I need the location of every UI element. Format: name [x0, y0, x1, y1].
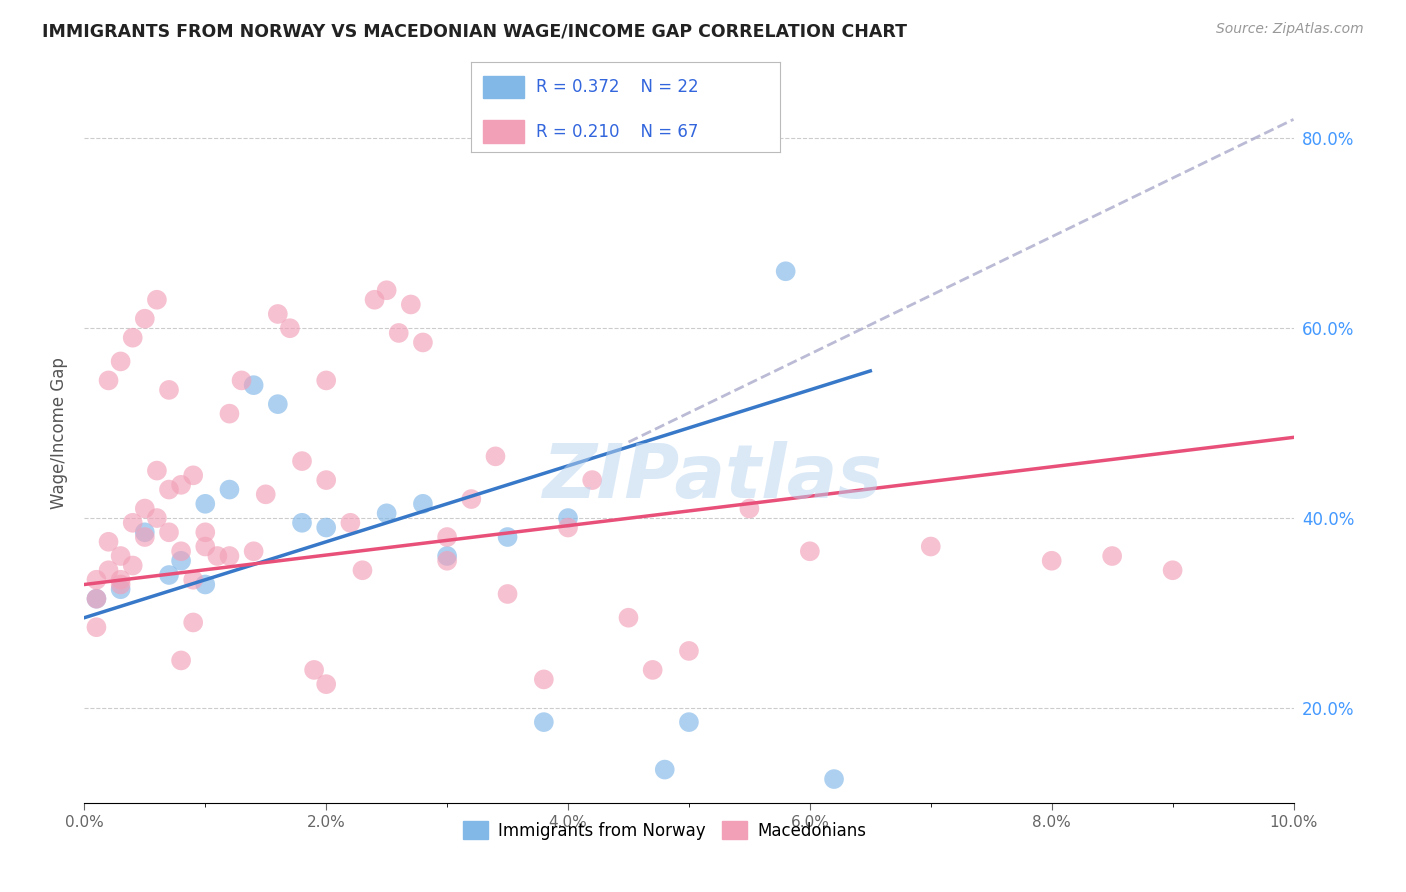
Point	[412, 497, 434, 511]
Point	[920, 540, 942, 554]
Point	[86, 591, 108, 606]
Text: IMMIGRANTS FROM NORWAY VS MACEDONIAN WAGE/INCOME GAP CORRELATION CHART: IMMIGRANTS FROM NORWAY VS MACEDONIAN WAG…	[42, 22, 907, 40]
Point	[460, 491, 482, 506]
Point	[146, 293, 169, 307]
Point	[194, 497, 217, 511]
Point	[291, 454, 314, 468]
Point	[557, 511, 579, 525]
Text: ZIPatlas: ZIPatlas	[543, 441, 883, 514]
Point	[134, 525, 156, 540]
Point	[315, 373, 337, 387]
Point	[399, 297, 422, 311]
Point	[207, 549, 229, 563]
Point	[181, 615, 204, 630]
Point	[278, 321, 301, 335]
Point	[121, 516, 143, 530]
Point	[352, 563, 374, 577]
Point	[86, 591, 108, 606]
Point	[194, 525, 217, 540]
Text: Source: ZipAtlas.com: Source: ZipAtlas.com	[1216, 22, 1364, 37]
Point	[170, 544, 193, 558]
Point	[1040, 554, 1063, 568]
Point	[157, 568, 180, 582]
Point	[110, 577, 132, 591]
Point	[315, 677, 337, 691]
Point	[170, 653, 193, 667]
Point	[375, 283, 398, 297]
Point	[436, 530, 458, 544]
Bar	[484, 76, 523, 98]
Point	[654, 763, 676, 777]
Point	[533, 673, 555, 687]
Point	[581, 473, 603, 487]
Point	[799, 544, 821, 558]
Point	[339, 516, 361, 530]
Point	[315, 473, 337, 487]
Point	[254, 487, 277, 501]
Point	[436, 549, 458, 563]
Legend: Immigrants from Norway, Macedonians: Immigrants from Norway, Macedonians	[457, 814, 873, 847]
Point	[146, 464, 169, 478]
Point	[181, 468, 204, 483]
Point	[641, 663, 664, 677]
Point	[218, 407, 240, 421]
Point	[110, 582, 132, 597]
Point	[97, 373, 120, 387]
Point	[1161, 563, 1184, 577]
Point	[157, 483, 180, 497]
Text: R = 0.210    N = 67: R = 0.210 N = 67	[536, 122, 699, 141]
Point	[157, 525, 180, 540]
Point	[678, 715, 700, 730]
Point	[302, 663, 325, 677]
Point	[157, 383, 180, 397]
Point	[617, 611, 640, 625]
Point	[194, 540, 217, 554]
Point	[678, 644, 700, 658]
Point	[134, 311, 156, 326]
Point	[823, 772, 845, 786]
Point	[738, 501, 761, 516]
Point	[436, 554, 458, 568]
Point	[121, 558, 143, 573]
Point	[170, 478, 193, 492]
Point	[86, 620, 108, 634]
Point	[388, 326, 411, 340]
Text: R = 0.372    N = 22: R = 0.372 N = 22	[536, 78, 699, 96]
Bar	[484, 120, 523, 143]
Point	[170, 554, 193, 568]
Point	[1101, 549, 1123, 563]
Point	[218, 483, 240, 497]
Point	[134, 530, 156, 544]
Point	[363, 293, 385, 307]
Point	[121, 331, 143, 345]
Point	[110, 549, 132, 563]
Point	[194, 577, 217, 591]
Point	[267, 307, 290, 321]
Point	[181, 573, 204, 587]
Point	[375, 506, 398, 520]
Point	[134, 501, 156, 516]
Point	[242, 544, 264, 558]
Point	[97, 534, 120, 549]
Point	[533, 715, 555, 730]
Point	[146, 511, 169, 525]
Point	[412, 335, 434, 350]
Point	[242, 378, 264, 392]
Point	[557, 520, 579, 534]
Point	[496, 530, 519, 544]
Point	[218, 549, 240, 563]
Point	[97, 563, 120, 577]
Point	[267, 397, 290, 411]
Y-axis label: Wage/Income Gap: Wage/Income Gap	[51, 357, 69, 508]
Point	[315, 520, 337, 534]
Point	[86, 573, 108, 587]
Point	[110, 354, 132, 368]
Point	[775, 264, 797, 278]
Point	[231, 373, 253, 387]
Point	[110, 573, 132, 587]
Point	[484, 450, 506, 464]
Point	[496, 587, 519, 601]
Point	[291, 516, 314, 530]
